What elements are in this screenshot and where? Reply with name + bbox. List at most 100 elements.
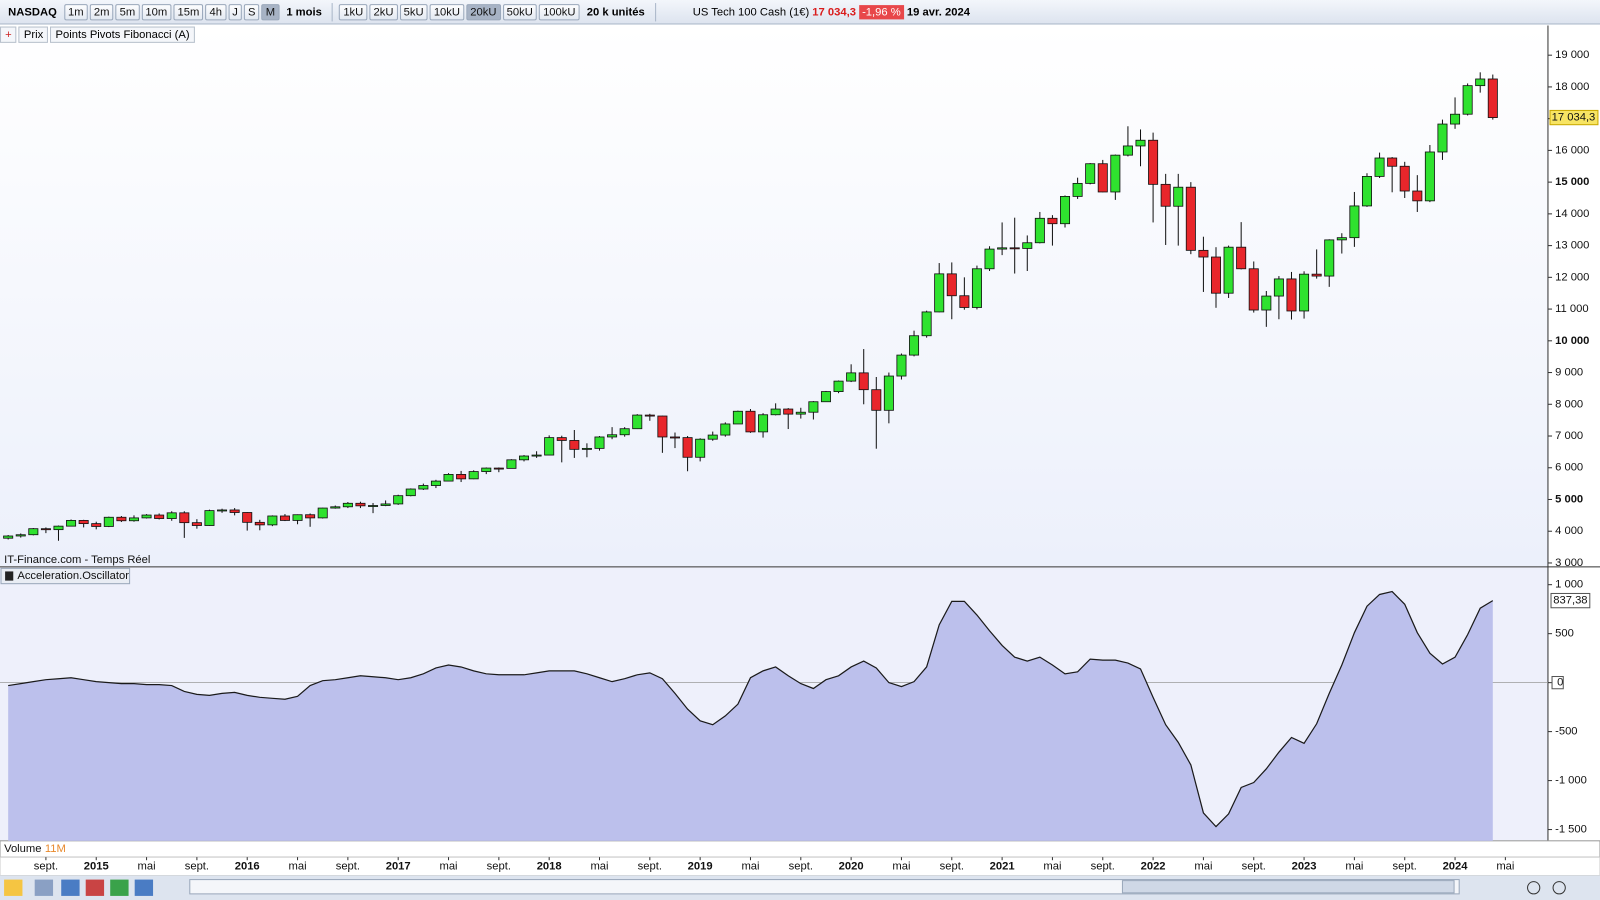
candle-body <box>921 311 932 337</box>
candle-body <box>846 372 857 382</box>
x-tick-label: 2016 <box>235 860 260 872</box>
tool-icon[interactable] <box>4 879 23 896</box>
candle-body <box>959 295 970 308</box>
x-tick-label: mai <box>289 860 307 872</box>
period-button[interactable]: M <box>261 3 280 20</box>
candle-body <box>217 509 228 512</box>
period-button[interactable]: 4h <box>205 3 227 20</box>
candle-body <box>934 273 945 313</box>
candle-body <box>141 514 152 519</box>
candle-body <box>1072 182 1083 197</box>
candle-body <box>695 438 706 458</box>
unit-button[interactable]: 1kU <box>339 3 368 20</box>
volume-label: Volume <box>4 843 41 855</box>
period-button[interactable]: 5m <box>115 3 140 20</box>
tool-icon[interactable] <box>85 879 105 896</box>
candle-body <box>820 391 831 403</box>
indicator-tag[interactable] <box>0 567 131 585</box>
candle-body <box>971 268 982 308</box>
x-tick-label: sept. <box>1091 860 1115 872</box>
unit-button[interactable]: 10kU <box>429 3 465 20</box>
period-button[interactable]: 2m <box>89 3 114 20</box>
unit-group: 1kU 2kU 5kU 10kU 20kU 50kU 100kU <box>339 3 580 20</box>
candle-body <box>795 411 806 415</box>
candle-body <box>1286 278 1297 312</box>
instrument: US Tech 100 Cash (1€) <box>692 5 810 18</box>
period-button[interactable]: J <box>228 3 242 20</box>
candle-body <box>607 434 618 438</box>
candle-body <box>443 474 454 482</box>
legend-icon[interactable]: + <box>0 26 17 43</box>
y-tick-label: 9 000 <box>1555 367 1583 379</box>
candle-body <box>770 408 781 416</box>
period-button[interactable]: 15m <box>173 3 204 20</box>
y-tick-label: 10 000 <box>1555 335 1589 347</box>
unit-button[interactable]: 100kU <box>538 3 580 20</box>
x-tick-label: 2018 <box>537 860 562 872</box>
candle-body <box>1223 246 1234 294</box>
unit-button[interactable]: 5kU <box>399 3 428 20</box>
candle-body <box>619 428 630 436</box>
symbol[interactable]: NASDAQ <box>8 5 57 18</box>
legend-indicator[interactable]: Points Pivots Fibonacci (A) <box>50 26 195 43</box>
x-tick-label: mai <box>1496 860 1514 872</box>
unit-button[interactable]: 50kU <box>502 3 537 20</box>
candle-body <box>1210 256 1221 294</box>
candle-body <box>720 423 731 436</box>
unit-button[interactable]: 20kU <box>466 3 501 20</box>
candle-body <box>456 474 467 480</box>
candle-body <box>418 485 429 490</box>
unit-size[interactable]: 20 k unités <box>586 5 645 18</box>
candle-body <box>3 535 14 539</box>
candle-body <box>53 525 64 531</box>
period-group: 1m 2m 5m 10m 15m 4h J S M <box>63 3 280 20</box>
candle-body <box>1450 113 1461 125</box>
tool-icon[interactable] <box>34 879 54 896</box>
candle-body <box>91 523 102 527</box>
candle-body <box>1387 157 1398 167</box>
separator <box>654 2 656 21</box>
range[interactable]: 1 mois <box>286 5 322 18</box>
candle-body <box>745 410 756 433</box>
candle-body <box>1399 165 1410 192</box>
x-tick-label: 2015 <box>84 860 109 872</box>
x-tick-label: sept. <box>1242 860 1266 872</box>
y-tick-label: 12 000 <box>1555 271 1589 283</box>
zoom-in[interactable] <box>1552 881 1566 895</box>
y-tick-label: -500 <box>1555 726 1577 738</box>
period-button[interactable]: S <box>243 3 260 20</box>
y-tick-label: -1 000 <box>1555 775 1587 787</box>
candle-body <box>594 436 605 449</box>
watermark: IT-Finance.com - Temps Réel <box>4 554 150 566</box>
unit-button[interactable]: 2kU <box>369 3 398 20</box>
scroll-thumb[interactable] <box>1121 880 1455 894</box>
legend-price[interactable]: Prix <box>18 26 49 43</box>
candle-body <box>833 380 844 392</box>
candle-body <box>166 512 177 519</box>
tool-icon[interactable] <box>110 879 129 896</box>
candle-body <box>669 436 680 439</box>
candle-body <box>279 515 290 521</box>
tool-icon[interactable] <box>134 879 154 896</box>
x-tick-label: sept. <box>789 860 813 872</box>
tool-icon[interactable] <box>61 879 80 896</box>
candle-body <box>1185 186 1196 251</box>
x-tick-label: 2021 <box>990 860 1015 872</box>
oscillator-line <box>8 590 1494 828</box>
candle-body <box>355 502 366 507</box>
y-tick-label: 5 000 <box>1555 493 1583 505</box>
zoom-out[interactable] <box>1527 881 1541 895</box>
candle-body <box>531 454 542 457</box>
candle-body <box>28 528 39 536</box>
y-tick-label: 19 000 <box>1555 49 1589 61</box>
candle-body <box>1122 145 1133 156</box>
y-tick-label: 6 000 <box>1555 462 1583 474</box>
candle-body <box>154 514 165 519</box>
period-button[interactable]: 1m <box>63 3 88 20</box>
candle-body <box>493 467 504 470</box>
period-button[interactable]: 10m <box>141 3 172 20</box>
y-tick-label: 500 <box>1555 628 1574 640</box>
candle-body <box>267 515 278 526</box>
